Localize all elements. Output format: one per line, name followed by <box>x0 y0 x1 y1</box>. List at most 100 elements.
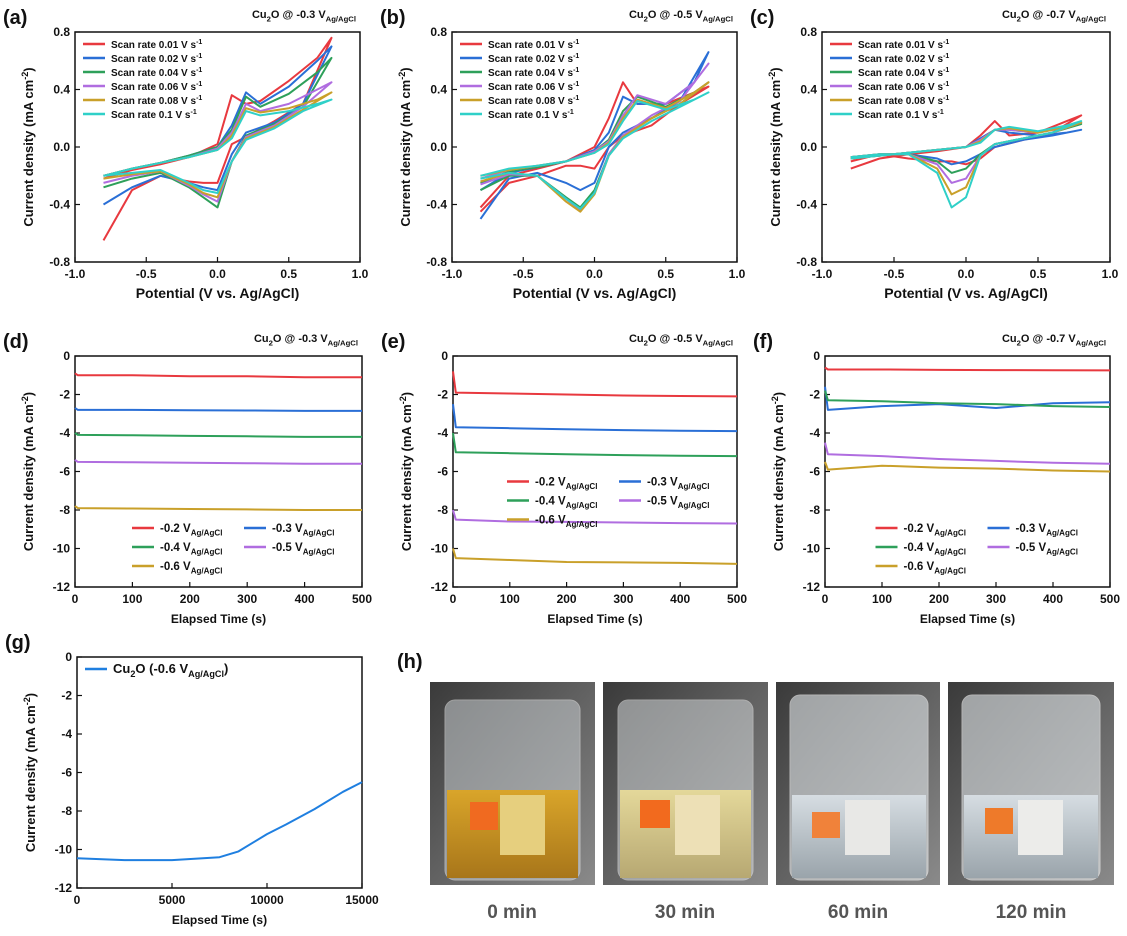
electrode <box>812 812 840 838</box>
legend-label: -0.5 VAg/AgCl <box>647 496 709 510</box>
y-tick-label: -2 <box>437 388 448 402</box>
text-part: -0.3 V <box>1016 523 1047 535</box>
y-tick-label: -0.4 <box>796 198 817 212</box>
x-tick-label: 100 <box>872 592 892 606</box>
mesh <box>845 800 890 855</box>
data-line <box>452 432 738 458</box>
y-tick-label: -2 <box>61 689 72 703</box>
panel-label: (h) <box>397 651 423 673</box>
y-tick-label: -10 <box>803 542 821 556</box>
text-part: -1 <box>573 67 579 74</box>
y-tick-label: -6 <box>437 465 448 479</box>
x-tick-label: 0.5 <box>657 267 674 281</box>
y-tick-label: 0.8 <box>430 25 447 39</box>
legend-label: -0.6 VAg/AgCl <box>160 561 222 575</box>
y-axis-label: Current density (mA cm-2) <box>767 67 783 226</box>
text-part: 2 <box>269 338 273 347</box>
text-part: 2 <box>267 14 271 23</box>
x-tick-label: 0 <box>72 592 79 606</box>
x-tick-label: 300 <box>986 592 1006 606</box>
text-part: Scan rate 0.01 V s <box>111 40 196 51</box>
text-part: Current density (mA cm <box>399 404 414 551</box>
text-part: ) <box>21 392 36 396</box>
y-tick-label: -6 <box>61 766 72 780</box>
data-line <box>103 98 333 194</box>
text-part: -0.2 V <box>904 523 935 535</box>
legend-label: Scan rate 0.02 V s-1 <box>858 53 949 65</box>
text-part: Ag/AgCl <box>1046 547 1078 556</box>
data-line <box>74 505 362 511</box>
x-tick-label: 300 <box>613 592 633 606</box>
panel-label: (d) <box>3 331 29 353</box>
legend-label: -0.5 VAg/AgCl <box>272 542 334 556</box>
x-tick-label: 0 <box>74 893 81 907</box>
text-part: -2 <box>770 396 780 404</box>
text-part: -2 <box>397 72 407 80</box>
mesh <box>1018 800 1063 855</box>
chart-title: Cu2O @ -0.3 VAg/AgCl <box>252 9 356 23</box>
text-part: -2 <box>20 396 30 404</box>
text-part: ) <box>398 67 413 71</box>
legend-label: -0.2 VAg/AgCl <box>160 523 222 537</box>
text-part: Cu <box>1002 333 1017 345</box>
text-part: Scan rate 0.08 V s <box>488 96 573 107</box>
y-tick-label: -8 <box>809 503 820 517</box>
text-part: -0.5 V <box>647 496 678 508</box>
y-tick-label: -0.4 <box>49 198 70 212</box>
text-part: -0.2 V <box>160 523 191 535</box>
photo-caption: 120 min <box>996 902 1067 923</box>
x-tick-label: 5000 <box>159 893 186 907</box>
legend-label: Scan rate 0.04 V s-1 <box>111 67 202 79</box>
y-tick-label: 0 <box>441 349 448 363</box>
text-part: Current density (mA cm <box>23 705 38 852</box>
y-tick-label: 0.0 <box>53 140 70 154</box>
y-tick-label: 0.8 <box>800 25 817 39</box>
text-part: Scan rate 0.06 V s <box>858 82 943 93</box>
text-part: Scan rate 0.04 V s <box>858 68 943 79</box>
photo <box>430 682 595 885</box>
x-tick-label: 200 <box>929 592 949 606</box>
x-axis-label: Elapsed Time (s) <box>920 612 1015 626</box>
y-tick-label: -4 <box>809 426 820 440</box>
data-line <box>452 403 738 433</box>
legend-label: -0.5 VAg/AgCl <box>1016 542 1078 556</box>
text-part: -2 <box>398 396 408 404</box>
text-part: ) <box>399 392 414 396</box>
text-part: O @ -0.7 V <box>1021 9 1076 21</box>
text-part: -1 <box>196 81 202 88</box>
text-part: -1 <box>943 39 949 46</box>
data-line <box>74 459 362 465</box>
legend-label: Cu2O (-0.6 VAg/AgCl) <box>113 661 228 679</box>
x-axis-label: Potential (V vs. Ag/AgCl) <box>884 285 1048 301</box>
legend-label: Scan rate 0.01 V s-1 <box>488 39 579 51</box>
x-tick-label: 100 <box>500 592 520 606</box>
y-tick-label: -6 <box>809 465 820 479</box>
text-part: ) <box>224 661 228 676</box>
text-part: -1 <box>943 67 949 74</box>
text-part: ) <box>21 67 36 71</box>
text-part: -0.4 V <box>160 542 191 554</box>
text-part: -0.6 V <box>904 561 935 573</box>
text-part: -0.4 V <box>535 496 566 508</box>
text-part: -1 <box>573 95 579 102</box>
text-part: Current density (mA cm <box>768 80 783 227</box>
text-part: Ag/AgCl <box>191 566 223 575</box>
y-tick-label: -10 <box>431 542 449 556</box>
text-part: 2 <box>130 669 135 679</box>
x-tick-label: -1.0 <box>65 267 86 281</box>
legend-label: -0.2 VAg/AgCl <box>535 477 597 491</box>
text-part: Cu <box>113 661 130 676</box>
text-part: Ag/AgCl <box>566 482 598 491</box>
chart: (a) Cu2O @ -0.3 VAg/AgCl -1.0 -0.5 0.0 0.5 1.0… <box>3 7 369 301</box>
text-part: Ag/AgCl <box>191 528 223 537</box>
data-line <box>480 91 710 210</box>
text-part: Scan rate 0.1 V s <box>111 110 191 121</box>
data-line <box>824 442 1111 465</box>
x-tick-label: -0.5 <box>884 267 905 281</box>
text-part: Scan rate 0.04 V s <box>111 68 196 79</box>
y-tick-label: 0.4 <box>800 83 817 97</box>
text-part: ) <box>768 67 783 71</box>
